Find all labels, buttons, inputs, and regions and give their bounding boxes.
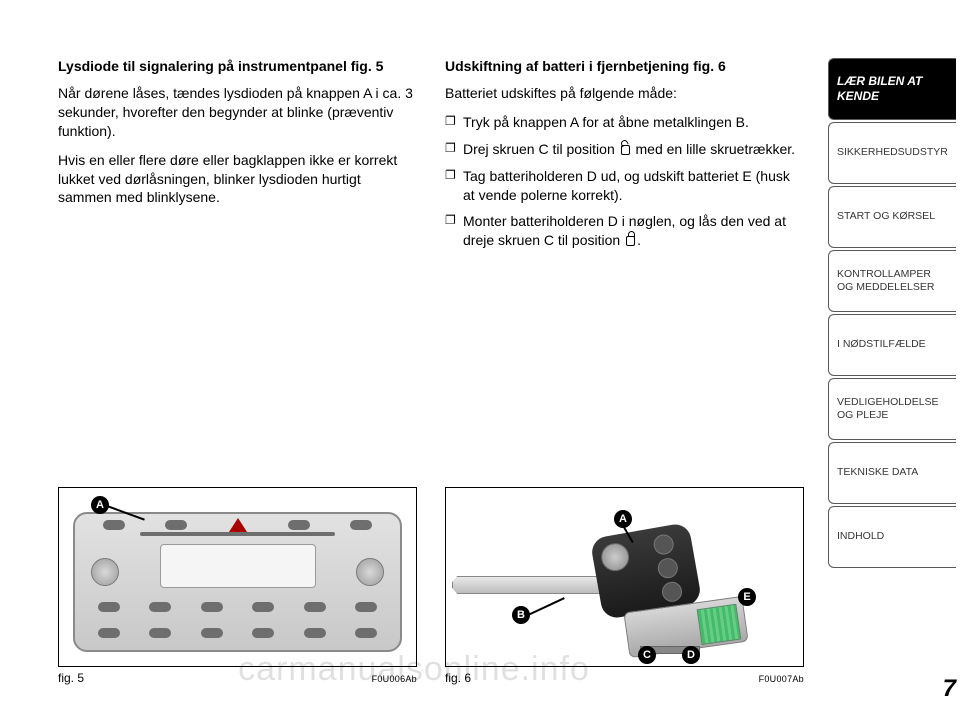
button-row-bot — [83, 628, 392, 640]
callout-c: C — [638, 646, 656, 664]
figure-6-caption: fig. 6 F0U007Ab — [445, 671, 804, 685]
bullet-icon: ❐ — [445, 140, 463, 159]
list-item: ❐ Tag batteriholderen D ud, og udskift b… — [445, 167, 804, 205]
tab-noed[interactable]: I NØDSTILFÆLDE — [828, 314, 956, 376]
list-item: ❐ Monter batteriholderen D i nøglen, og … — [445, 212, 804, 250]
tab-tekniske[interactable]: TEKNISKE DATA — [828, 442, 956, 504]
left-para-2: Hvis en eller flere døre eller bagklappe… — [58, 151, 417, 208]
list-text: Tryk på knappen A for at åbne metalkling… — [463, 113, 804, 132]
tab-label: LÆR BILEN AT KENDE — [837, 74, 948, 104]
tab-label: VEDLIGEHOLDELSE OG PLEJE — [837, 396, 948, 422]
fig5-label: fig. 5 — [58, 671, 84, 685]
figure-5-caption: fig. 5 F0U006Ab — [58, 671, 417, 685]
unlock-icon — [621, 145, 630, 155]
left-column: Lysdiode til signalering på instrumentpa… — [58, 58, 417, 685]
page-number: 7 — [943, 675, 956, 703]
list-text: Drej skruen C til position med en lille … — [463, 140, 804, 159]
callout-a: A — [614, 510, 632, 528]
callout-d: D — [682, 646, 700, 664]
button-row-mid — [83, 602, 392, 614]
left-heading: Lysdiode til signalering på instrumentpa… — [58, 58, 417, 74]
tab-sikkerhed[interactable]: SIKKERHEDSUDSTYR — [828, 122, 956, 184]
page: Lysdiode til signalering på instrumentpa… — [0, 0, 960, 709]
radio-screen — [160, 544, 316, 588]
tab-label: SIKKERHEDSUDSTYR — [837, 146, 948, 159]
figure-5: A — [58, 487, 417, 667]
key-button — [652, 533, 675, 556]
fig5-code: F0U006Ab — [372, 674, 417, 684]
list-item: ❐ Drej skruen C til position med en lill… — [445, 140, 804, 159]
fig6-code: F0U007Ab — [759, 674, 804, 684]
left-para-1: Når dørene låses, tændes lysdioden på kn… — [58, 84, 417, 141]
key-button — [660, 580, 683, 603]
content-area: Lysdiode til signalering på instrumentpa… — [0, 0, 828, 709]
list-text: Monter batteriholderen D i nøglen, og lå… — [463, 212, 804, 250]
tab-kontrollamper[interactable]: KONTROLLAMPER OG MEDDELELSER — [828, 250, 956, 312]
tab-label: START OG KØRSEL — [837, 210, 935, 223]
tab-label: I NØDSTILFÆLDE — [837, 338, 926, 351]
bullet-icon: ❐ — [445, 212, 463, 250]
sidebar: LÆR BILEN AT KENDE SIKKERHEDSUDSTYR STAR… — [828, 0, 960, 709]
tab-indhold[interactable]: INDHOLD — [828, 506, 956, 568]
right-list: ❐ Tryk på knappen A for at åbne metalkli… — [445, 113, 804, 258]
leader-b — [528, 597, 565, 615]
tab-label: KONTROLLAMPER OG MEDDELELSER — [837, 268, 948, 294]
callout-e: E — [738, 588, 756, 606]
right-intro: Batteriet udskiftes på følgende måde: — [445, 84, 804, 103]
figure-6: A B C D E — [445, 487, 804, 667]
knob-right — [356, 558, 384, 586]
tab-vedligehold[interactable]: VEDLIGEHOLDELSE OG PLEJE — [828, 378, 956, 440]
radio-illustration — [73, 512, 402, 652]
tab-label: INDHOLD — [837, 530, 884, 543]
tab-start[interactable]: START OG KØRSEL — [828, 186, 956, 248]
key-button — [656, 557, 679, 580]
fig6-label: fig. 6 — [445, 671, 471, 685]
list-item: ❐ Tryk på knappen A for at åbne metalkli… — [445, 113, 804, 132]
list-text: Tag batteriholderen D ud, og udskift bat… — [463, 167, 804, 205]
cd-slot — [140, 532, 335, 536]
right-column: Udskiftning af batteri i fjernbetjening … — [445, 58, 804, 685]
key-hinge — [599, 541, 631, 573]
button-row-top — [83, 520, 392, 532]
bullet-icon: ❐ — [445, 113, 463, 132]
tab-label: TEKNISKE DATA — [837, 466, 918, 479]
bullet-icon: ❐ — [445, 167, 463, 205]
knob-left — [91, 558, 119, 586]
right-heading: Udskiftning af batteri i fjernbetjening … — [445, 58, 804, 74]
lock-icon — [626, 236, 635, 246]
tab-laer-bilen[interactable]: LÆR BILEN AT KENDE — [828, 58, 956, 120]
sidebar-tabs: LÆR BILEN AT KENDE SIKKERHEDSUDSTYR STAR… — [828, 0, 956, 580]
